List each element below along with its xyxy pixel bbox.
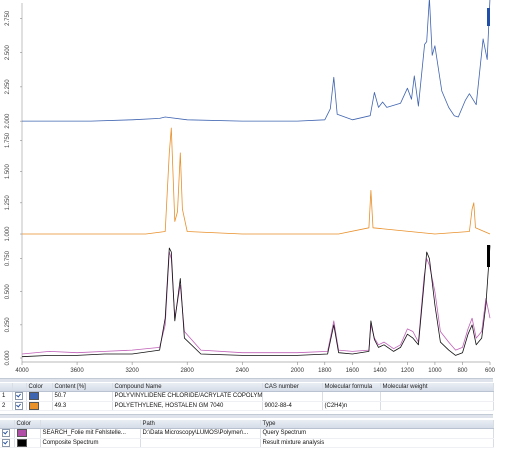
y-tick-label: 2.000: [5, 113, 11, 129]
splitter[interactable]: [0, 414, 493, 418]
results-header-row: Color Content [%] Compound Name CAS numb…: [0, 383, 494, 392]
row-compound-name: POLYVINYLIDENE CHLORIDE/ACRYLATE COPOLYM…: [112, 391, 263, 402]
row-compound-name: POLYETHYLENE, HOSTALEN GM 7040: [112, 401, 263, 412]
color-swatch: [28, 392, 39, 400]
results-table: Color Content [%] Compound Name CAS numb…: [0, 383, 494, 412]
row-molecular-formula: [322, 391, 381, 402]
results-col-content[interactable]: Content [%]: [52, 383, 113, 392]
results-col-check[interactable]: [12, 383, 27, 392]
results-col-color[interactable]: Color: [26, 383, 53, 392]
row-cas-number: [262, 391, 323, 402]
spectra-col-type[interactable]: Type: [260, 420, 494, 429]
table-row[interactable]: 1 50.7 POLYVINYLIDENE CHLORIDE/ACRYLATE …: [0, 391, 494, 402]
row-color: [14, 438, 41, 449]
x-tick-label: 2800: [180, 368, 194, 374]
spectra-col-check[interactable]: [0, 420, 15, 429]
x-tick-label: 3200: [125, 368, 139, 374]
spectrum-line[interactable]: [22, 127, 491, 235]
y-tick-label: 0.250: [5, 317, 11, 333]
table-row[interactable]: Composite Spectrum Result mixture analys…: [0, 438, 494, 449]
splitter[interactable]: [0, 378, 493, 382]
scroll-indicator-bottom[interactable]: [487, 245, 490, 267]
spectra-col-color[interactable]: Color: [14, 420, 41, 429]
y-tick-label: 1.000: [5, 226, 11, 242]
color-swatch: [16, 429, 27, 437]
y-tick-label: 1.250: [5, 195, 11, 211]
x-tick-label: 2400: [236, 368, 250, 374]
spectrum-panel: 0.000 0.250 0.500 0.750: [5, 245, 491, 366]
results-col-cas-number[interactable]: CAS number: [262, 383, 323, 392]
y-tick-label: 2.250: [5, 79, 11, 95]
checkbox-checked-icon[interactable]: [2, 438, 10, 447]
spectra-header-row: Color Path Type: [0, 420, 494, 429]
row-checkbox[interactable]: [12, 401, 27, 412]
row-molecular-weight: [380, 401, 494, 412]
row-path: [140, 438, 261, 449]
row-checkbox[interactable]: [12, 391, 27, 402]
results-col-molecular-formula[interactable]: Molecular formula: [322, 383, 381, 392]
row-spectrum-name: Composite Spectrum: [40, 438, 141, 449]
row-color: [26, 391, 53, 402]
spectrum-panel: 2.000 2.250 2.500 2.750: [5, 0, 491, 129]
y-tick-label: 0.750: [5, 250, 11, 266]
x-tick-label: 2000: [291, 368, 305, 374]
row-checkbox[interactable]: [0, 438, 15, 449]
row-spectrum-name: SEARCH_Folie mit Fehlstelle...: [40, 428, 141, 439]
x-tick-label: 1400: [373, 368, 387, 374]
row-cas-number: 9002-88-4: [262, 401, 323, 412]
x-tick-label: 4000: [15, 368, 29, 374]
y-tick-label: 2.500: [5, 44, 11, 60]
spectra-panels: 2.000 2.250 2.500 2.750 1.000 1.250 1.500 1.750…: [5, 0, 491, 366]
checkbox-checked-icon[interactable]: [14, 392, 23, 400]
row-path: D:\Data Microscopy\LUMOS\Polymer\...: [140, 428, 261, 439]
spectrum-panel: 1.000 1.250 1.500 1.750: [5, 127, 491, 242]
x-tick-label: 800: [457, 368, 468, 374]
spectrum-view: 2.000 2.250 2.500 2.750 1.000 1.250 1.500 1.750…: [5, 0, 496, 374]
x-tick-label: 600: [485, 368, 496, 374]
spectrum-line[interactable]: [21, 245, 491, 358]
checkbox-checked-icon[interactable]: [14, 401, 23, 410]
spectrum-line[interactable]: [22, 0, 491, 122]
results-col-molecular-weight[interactable]: Molecular weight: [380, 383, 494, 392]
row-type: Query Spectrum: [260, 428, 494, 439]
checkbox-checked-icon[interactable]: [2, 429, 10, 437]
row-content: 49.3: [52, 401, 113, 412]
row-molecular-weight: [380, 391, 494, 402]
spectra-col-name[interactable]: [40, 420, 141, 429]
scroll-indicator[interactable]: [487, 8, 490, 26]
results-col-index[interactable]: [0, 383, 13, 392]
x-tick-label: 1600: [346, 368, 360, 374]
table-row[interactable]: SEARCH_Folie mit Fehlstelle... D:\Data M…: [0, 428, 494, 439]
row-color: [26, 401, 53, 412]
row-content: 50.7: [52, 391, 113, 402]
y-tick-label: 2.750: [5, 10, 11, 26]
row-molecular-formula: (C2H4)n: [322, 401, 381, 412]
spectra-col-path[interactable]: Path: [140, 420, 261, 429]
y-tick-label: 1.750: [5, 132, 11, 148]
table-row[interactable]: 2 49.3 POLYETHYLENE, HOSTALEN GM 7040 90…: [0, 401, 494, 412]
row-index: 2: [0, 401, 13, 412]
x-tick-label: 3600: [70, 368, 84, 374]
x-tick-label: 1800: [318, 368, 332, 374]
x-axis: 4000 3600 3200 2800 2400 2000 1800 1600 1400 1200…: [15, 362, 496, 374]
y-tick-label: 1.500: [5, 163, 11, 179]
x-tick-label: 1200: [401, 368, 415, 374]
results-col-compound-name[interactable]: Compound Name: [112, 383, 263, 392]
row-type: Result mixture analysis: [260, 438, 494, 449]
x-tick-label: 1000: [428, 368, 442, 374]
y-tick-label: 0.000: [5, 350, 11, 366]
color-swatch: [16, 438, 27, 447]
row-color: [14, 428, 41, 439]
spectra-table: Color Path Type SEARCH_Folie mit Fehlste…: [0, 420, 494, 449]
row-index: 1: [0, 391, 13, 402]
row-checkbox[interactable]: [0, 428, 15, 439]
y-tick-label: 0.500: [5, 284, 11, 300]
color-swatch: [28, 401, 39, 410]
